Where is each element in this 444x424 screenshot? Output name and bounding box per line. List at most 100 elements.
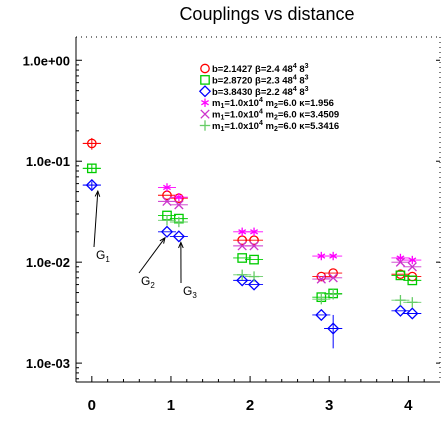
data-point bbox=[395, 294, 406, 306]
marker-star-arm bbox=[163, 184, 171, 191]
marker-diamond bbox=[327, 322, 340, 335]
legend-text-part: m bbox=[263, 98, 274, 109]
data-point bbox=[249, 241, 259, 251]
marker-x-b bbox=[200, 109, 210, 119]
data-point bbox=[247, 278, 261, 291]
legend-subscript: 2 bbox=[274, 103, 278, 110]
legend-marker bbox=[198, 85, 212, 98]
legend-text-part: b=3.8430 β=2.2 48 bbox=[212, 87, 293, 98]
arrow-head bbox=[94, 189, 101, 197]
marker-x-b bbox=[316, 274, 326, 284]
annotation-label: G3 bbox=[183, 284, 197, 300]
data-point bbox=[86, 138, 97, 149]
marker-x-b bbox=[328, 273, 338, 283]
marker-x-b bbox=[162, 196, 172, 207]
legend-label: m1=1.0x104 m2=6.0 κ=5.3416 bbox=[212, 120, 339, 133]
marker-square bbox=[237, 253, 248, 263]
data-point bbox=[407, 262, 417, 272]
legend-label: b=2.8720 β=2.3 484 83 bbox=[212, 74, 309, 86]
data-point bbox=[249, 235, 259, 246]
data-point bbox=[328, 273, 338, 283]
marker-x-b bbox=[249, 241, 259, 251]
marker-circle bbox=[249, 235, 259, 246]
legend-text-part: =1.0x10 bbox=[224, 98, 259, 109]
legend-text-part: 8 bbox=[297, 75, 305, 86]
y-tick-label: 1.0e-01 bbox=[26, 154, 70, 169]
legend-text-part: b=2.8720 β=2.3 48 bbox=[212, 75, 293, 86]
data-point bbox=[248, 271, 260, 282]
marker-square bbox=[200, 75, 210, 85]
series-diamond bbox=[82, 178, 422, 349]
data-point bbox=[238, 227, 247, 236]
annotation-arrow bbox=[138, 237, 166, 274]
marker-square bbox=[249, 254, 259, 265]
marker-diamond bbox=[198, 85, 212, 98]
data-point bbox=[163, 183, 171, 192]
marker-x-b bbox=[174, 200, 184, 210]
legend-superscript: 4 bbox=[293, 86, 297, 93]
data-point bbox=[329, 251, 338, 261]
x-axis: 0 1 2 3 4 bbox=[75, 376, 425, 414]
marker-diamond bbox=[160, 225, 174, 238]
annotation-g3: G3 bbox=[178, 241, 197, 300]
series-x bbox=[158, 196, 422, 284]
data-point bbox=[174, 200, 184, 210]
legend-text-part: m bbox=[212, 110, 220, 121]
legend-text-part: =6.0 κ=1.956 bbox=[278, 98, 334, 109]
data-point bbox=[327, 322, 340, 335]
legend-label: m1=1.0x104 m2=6.0 κ=3.4509 bbox=[212, 109, 339, 122]
y-tick-label: 1.0e-02 bbox=[26, 255, 70, 270]
data-point bbox=[316, 271, 327, 282]
marker-diamond bbox=[406, 307, 419, 320]
legend-superscript: 4 bbox=[259, 97, 263, 104]
marker-diamond bbox=[315, 308, 328, 322]
data-point bbox=[237, 241, 247, 251]
data-point bbox=[162, 196, 172, 207]
legend-subscript: 1 bbox=[220, 126, 224, 133]
x-tick-label: 4 bbox=[404, 397, 413, 414]
legend-label: b=3.8430 β=2.2 484 83 bbox=[212, 86, 309, 98]
data-point bbox=[315, 308, 328, 322]
data-point bbox=[395, 270, 406, 281]
legend-text-part: =1.0x10 bbox=[224, 121, 259, 132]
data-point bbox=[327, 289, 339, 300]
series-plus bbox=[158, 215, 422, 308]
legend-label: b=2.1427 β=2.4 484 83 bbox=[212, 63, 309, 75]
marker-square bbox=[407, 275, 418, 286]
x-tick-label: 3 bbox=[325, 397, 333, 414]
marker-star-arm bbox=[329, 253, 338, 259]
legend-superscript: 4 bbox=[293, 74, 297, 81]
marker-star-arm bbox=[408, 257, 417, 263]
legend-superscript: 3 bbox=[305, 74, 309, 81]
legend-superscript: 4 bbox=[259, 120, 263, 127]
marker-star-arm bbox=[317, 253, 326, 259]
data-point bbox=[86, 163, 97, 174]
annotation-base: G bbox=[96, 248, 105, 262]
series-star bbox=[158, 183, 422, 265]
annotation-g2: G2 bbox=[138, 236, 166, 290]
data-point bbox=[236, 274, 249, 287]
plot-frame bbox=[75, 36, 441, 383]
legend-text-part: =6.0 κ=3.4509 bbox=[278, 110, 339, 121]
data-point bbox=[317, 251, 326, 261]
legend-text-part: =1.0x10 bbox=[224, 110, 259, 121]
marker-circle bbox=[86, 138, 97, 149]
marker-x-b bbox=[407, 262, 417, 272]
legend-text-part: b=2.1427 β=2.4 48 bbox=[212, 64, 293, 75]
data-point bbox=[408, 255, 417, 265]
legend-text-part: m bbox=[212, 98, 220, 109]
arrow-head bbox=[159, 236, 166, 244]
y-axis: 1.0e+00 1.0e-01 1.0e-02 1.0e-03 bbox=[23, 53, 440, 380]
data-point bbox=[316, 274, 326, 284]
series-circle bbox=[82, 137, 422, 282]
marker-star-arm bbox=[238, 229, 247, 235]
data-point bbox=[249, 254, 259, 265]
annotation-subscript: 3 bbox=[192, 291, 197, 300]
data-point bbox=[160, 225, 174, 238]
annotation-subscript: 2 bbox=[150, 281, 155, 290]
data-point bbox=[250, 227, 259, 236]
y-tick-label: 1.0e+00 bbox=[23, 53, 70, 68]
marker-diamond bbox=[85, 178, 98, 192]
x-tick-label: 2 bbox=[246, 397, 254, 414]
